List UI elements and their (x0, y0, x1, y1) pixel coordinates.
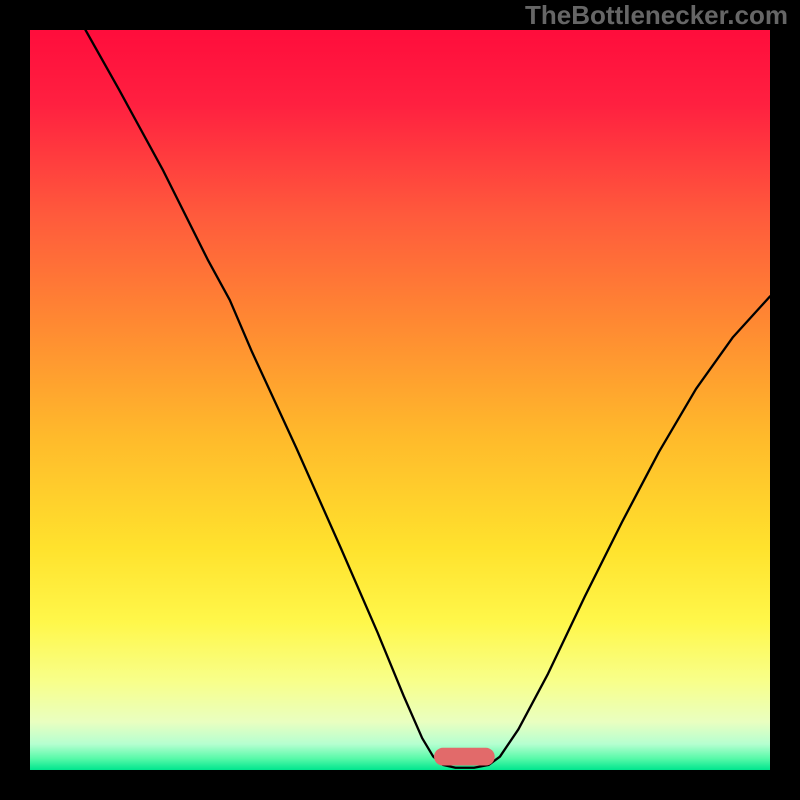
plot-area (30, 30, 770, 770)
plot-svg (30, 30, 770, 770)
plot-background (30, 30, 770, 770)
watermark-text: TheBottlenecker.com (525, 0, 788, 31)
chart-frame: TheBottlenecker.com (0, 0, 800, 800)
optimal-range-pill (434, 748, 495, 766)
